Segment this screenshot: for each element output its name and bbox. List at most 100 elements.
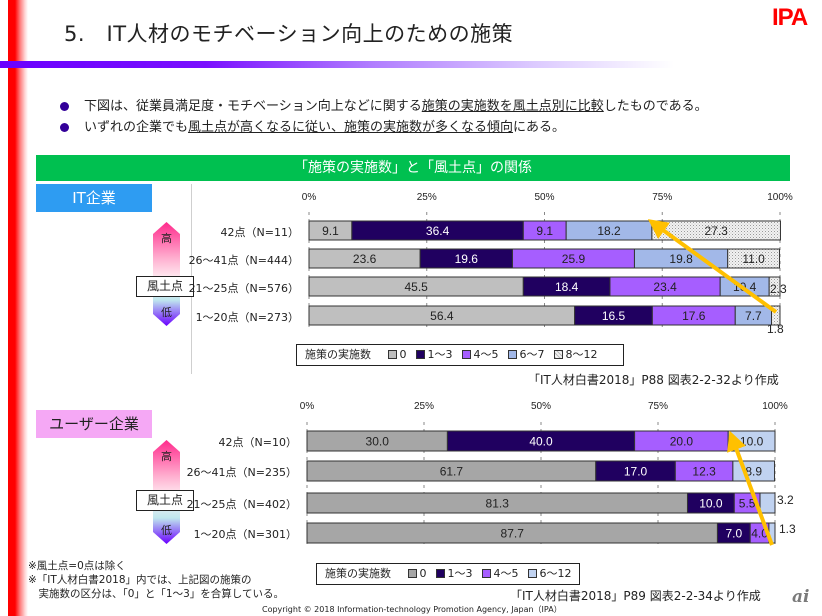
legend-label: 4～5 (473, 348, 499, 361)
bullet-emphasis: 施策の実施数を風土点別に比較 (421, 99, 604, 114)
bullet-text: いずれの企業でも (84, 120, 189, 135)
data-label: 5.5 (739, 497, 756, 511)
data-label: 87.7 (501, 527, 525, 541)
x-tick-label: 100% (767, 192, 793, 203)
legend-label: 6～12 (539, 567, 572, 580)
row-label: 1～20点（N=301） (193, 528, 297, 541)
legend-swatch (461, 350, 471, 359)
bullet-list: 下図は、従業員満足度・モチベーション向上などに関する施策の実施数を風土点別に比較… (60, 96, 708, 138)
low-label: 低 (161, 306, 172, 319)
data-label: 40.0 (529, 435, 553, 449)
title-underline-rule (0, 61, 822, 68)
data-label: 10.0 (740, 435, 764, 449)
ipa-logo: IPA (772, 4, 808, 31)
legend-user: 施策の実施数 0 1～3 4～5 6～12 (316, 563, 580, 585)
data-label: 9.1 (536, 224, 553, 238)
legend-item: 6～7 (507, 345, 545, 365)
data-label: 12.3 (692, 465, 716, 479)
row-label: 26～41点（N=444） (188, 254, 299, 267)
x-tick-label: 0% (300, 401, 315, 412)
ai-logo: ai (792, 587, 810, 607)
x-tick-label: 100% (762, 401, 788, 412)
data-label: 18.4 (555, 280, 579, 294)
data-label: 17.6 (682, 309, 706, 323)
legend-item: 0 (407, 564, 427, 584)
source-note-user: 「IT人材白書2018」P89 図表2-2-34より作成 (510, 589, 761, 603)
bullet-text: したものである。 (603, 99, 708, 114)
x-tick-label: 0% (302, 192, 317, 203)
bullet-emphasis: 風土点が高くなるに従い、施策の実施数が多くなる傾向 (188, 120, 514, 135)
row-label: 26～41点（N=235） (186, 466, 297, 479)
legend-swatch (481, 569, 491, 578)
fudo-score-label: 風土点 (136, 490, 194, 511)
source-note-it: 「IT人材白書2018」P88 図表2-2-32より作成 (528, 373, 779, 387)
fudo-score-label: 風土点 (136, 276, 194, 297)
x-tick-label: 75% (652, 192, 672, 203)
data-label: 3.2 (777, 493, 794, 507)
chart-1: 0% 25% 50% 75% 100% 30.0 40.0 20.0 10.0 61.7 17.0 1… (300, 401, 796, 548)
page-title: 5. IT人材のモチベーション向上のための施策 (64, 22, 514, 46)
data-label: 7.7 (745, 309, 762, 323)
footnote: ※風土点=0点は除く (28, 560, 126, 572)
data-label: 18.2 (597, 224, 621, 238)
bullet-text: 下図は、従業員満足度・モチベーション向上などに関する (84, 99, 422, 114)
data-label: 81.3 (486, 497, 510, 511)
legend-item: 4～5 (461, 345, 499, 365)
x-tick-label: 25% (417, 192, 437, 203)
legend-item: 8～12 (553, 345, 598, 365)
legend-swatch (415, 350, 425, 359)
legend-label: 8～12 (565, 348, 598, 361)
footnote: 実施数の区分は、「0」と「1～3」を合算している。 (28, 588, 284, 600)
data-label: 25.9 (562, 252, 586, 266)
bar-segment (768, 276, 781, 297)
double-arrow-icon (153, 222, 180, 326)
row-label: 42点（N=11） (220, 226, 299, 239)
legend-swatch (435, 569, 445, 578)
data-label: 11.0 (742, 252, 765, 266)
legend-swatch (507, 350, 517, 359)
legend-swatch (387, 350, 397, 359)
bar-segment (771, 305, 781, 326)
legend-label: 4～5 (493, 567, 519, 580)
legend-label: 1～3 (427, 348, 453, 361)
row-label: 21～25点（N=402） (186, 498, 297, 511)
data-label: 45.5 (404, 280, 428, 294)
data-label: 7.0 (725, 527, 742, 541)
section-label-user: ユーザー企業 (36, 410, 152, 438)
data-label: 1.3 (779, 522, 796, 536)
legend-title: 施策の実施数 (305, 348, 371, 361)
row-label: 42点（N=10） (218, 436, 297, 449)
chart-banner: 「施策の実施数」と「風土点」の関係 (36, 155, 790, 181)
bullet-text: にある。 (513, 120, 566, 135)
low-label: 低 (161, 524, 172, 537)
legend-item: 6～12 (527, 564, 572, 584)
bullet-dot-icon (60, 123, 69, 132)
data-label: 36.4 (426, 224, 450, 238)
legend-item: 0 (387, 345, 407, 365)
data-label: 27.3 (704, 224, 728, 238)
bar-segment (759, 492, 776, 514)
legend-label: 0 (419, 567, 427, 580)
legend-swatch (553, 350, 563, 359)
legend-item: 4～5 (481, 564, 519, 584)
legend-item: 1～3 (415, 345, 453, 365)
data-label: 17.0 (624, 465, 648, 479)
legend-label: 6～7 (519, 348, 545, 361)
legend-label: 0 (399, 348, 407, 361)
data-label: 8.9 (745, 465, 762, 479)
data-label: 10.0 (699, 497, 723, 511)
footnote: ※「IT人材白書2018」内では、上記図の施策の (28, 574, 252, 586)
score-arrow-it: 高 低 (153, 222, 180, 326)
data-label: 2.3 (770, 282, 787, 296)
footnotes: ※風土点=0点は除く ※「IT人材白書2018」内では、上記図の施策の 実施数の… (28, 559, 284, 601)
data-label: 16.5 (602, 309, 626, 323)
legend-item: 1～3 (435, 564, 473, 584)
x-tick-label: 75% (648, 401, 668, 412)
left-accent-bar (8, 0, 28, 616)
data-label: 19.8 (669, 252, 693, 266)
x-tick-label: 50% (531, 401, 551, 412)
data-label: 61.7 (440, 465, 464, 479)
section-label-it: IT企業 (36, 184, 152, 212)
bar-segment (727, 248, 781, 269)
